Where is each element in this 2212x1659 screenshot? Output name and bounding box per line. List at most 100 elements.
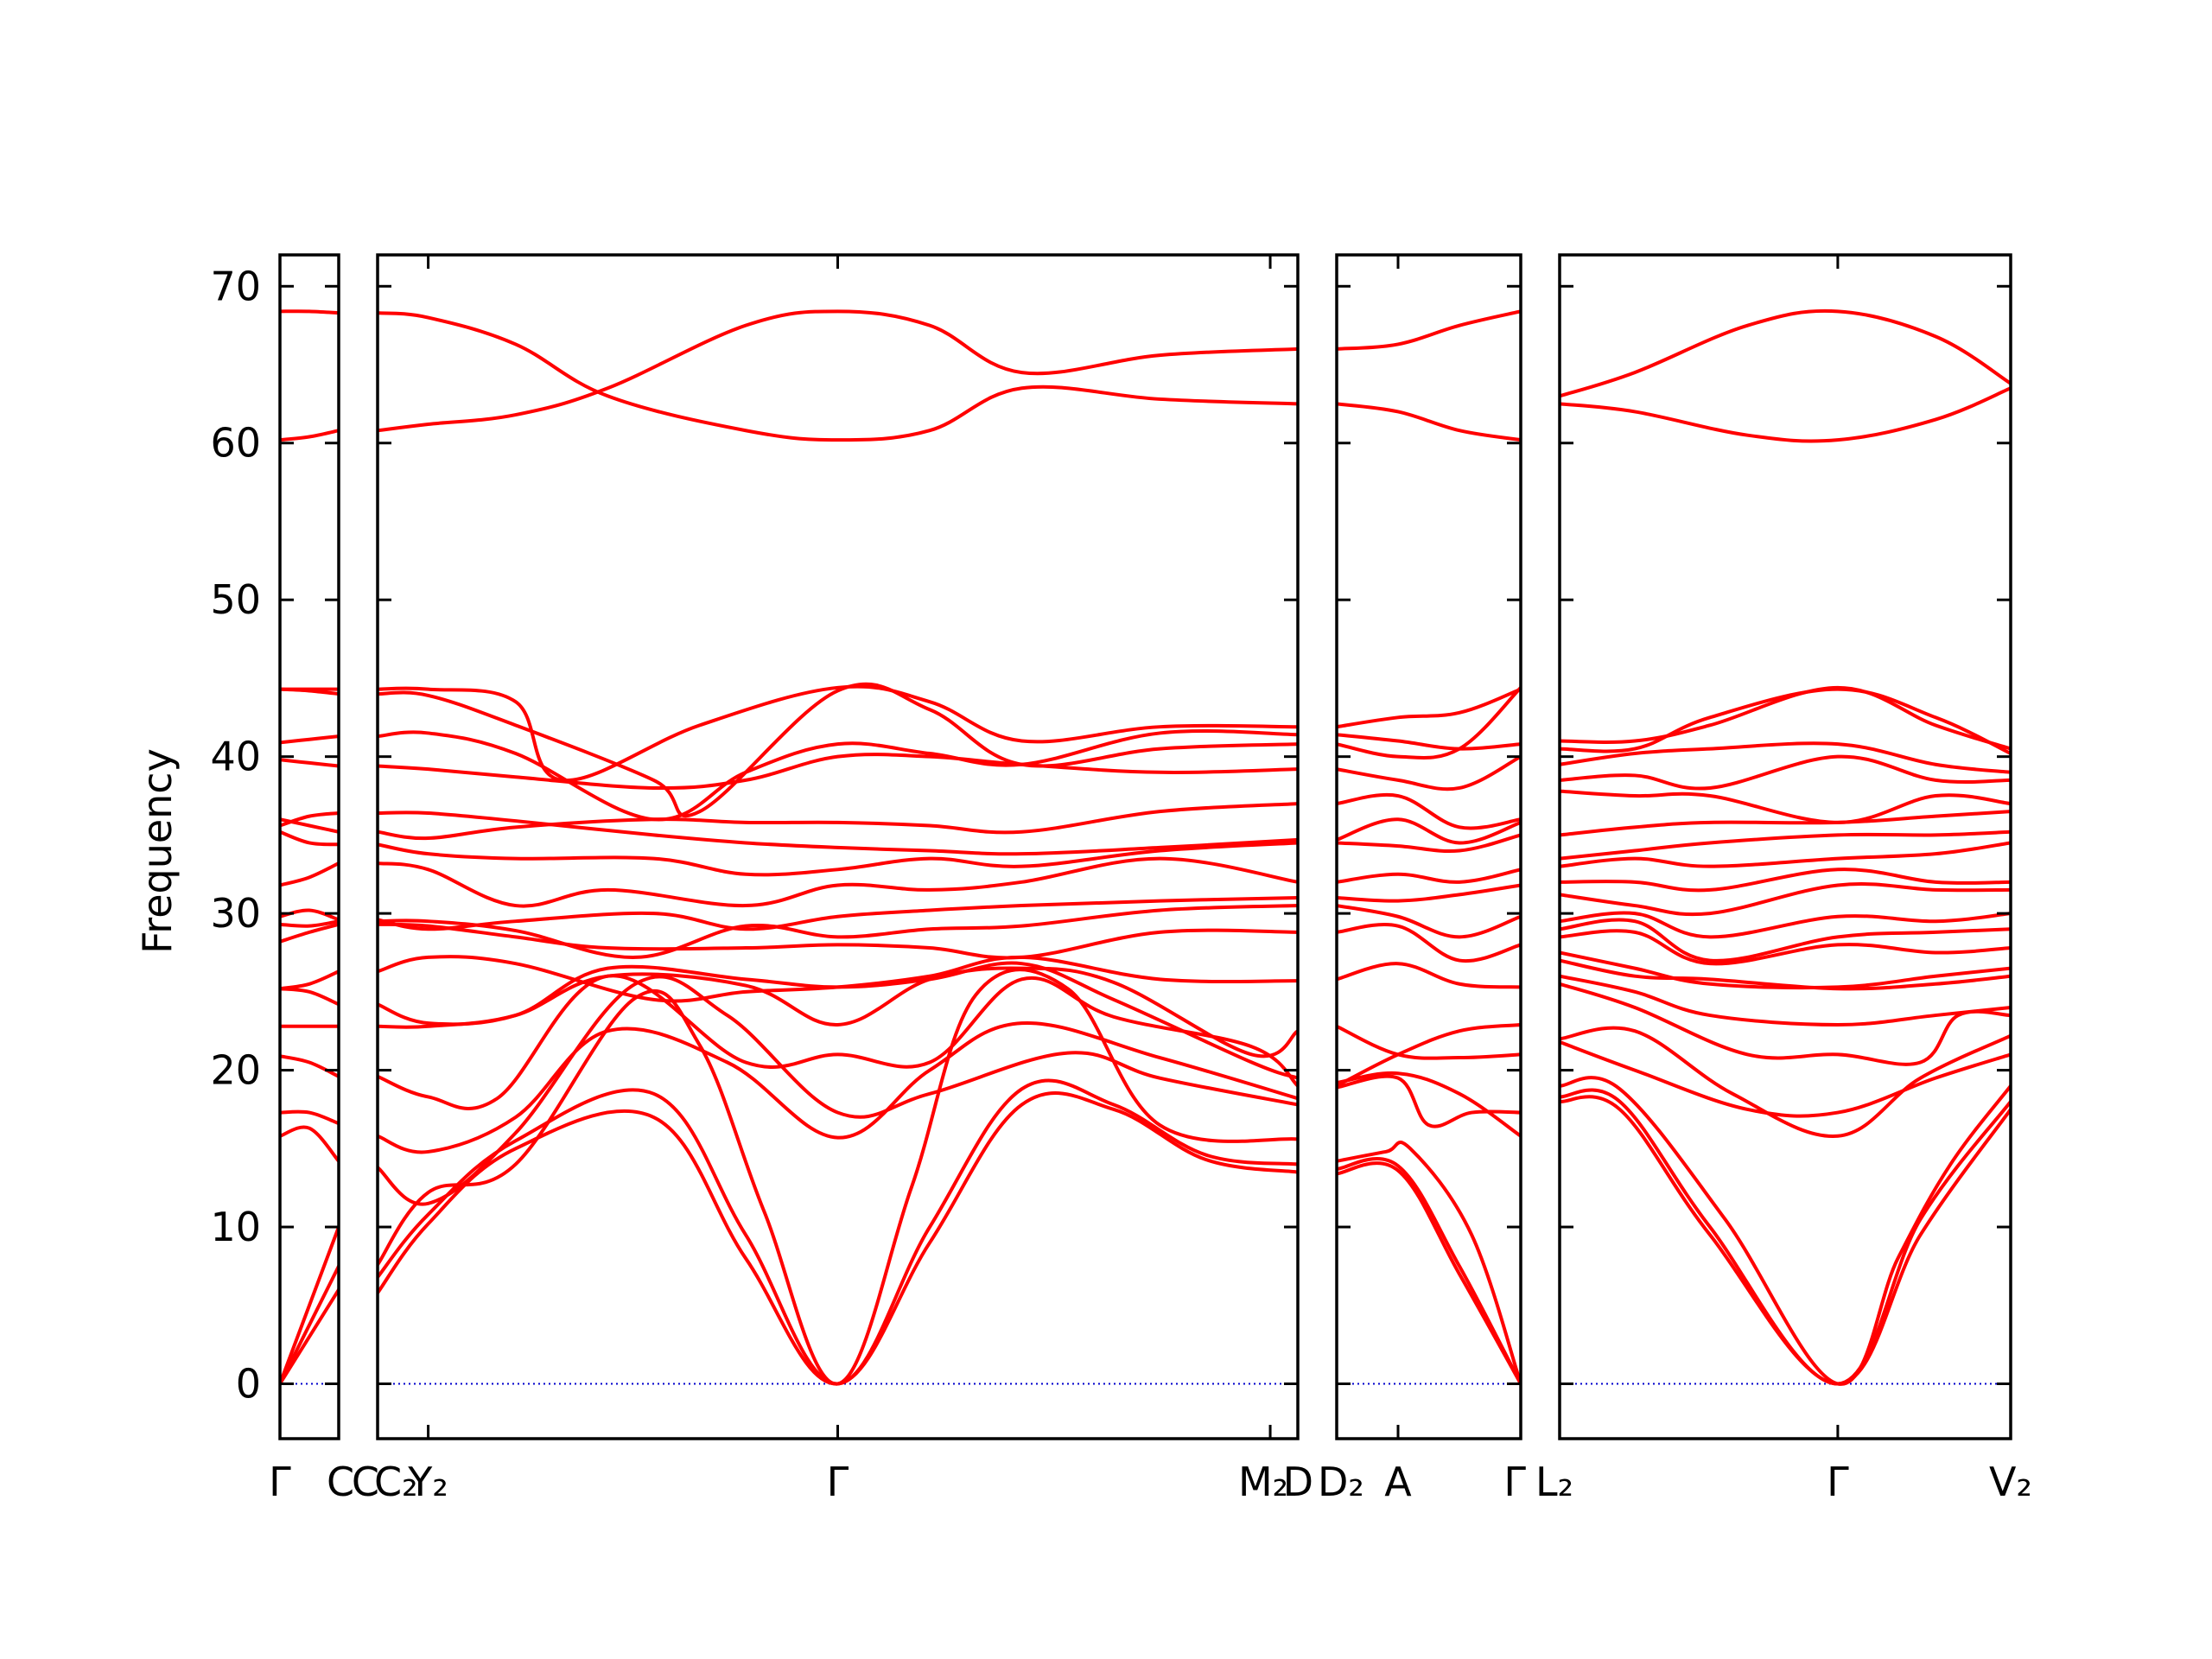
x-tick-label: A — [1384, 1459, 1412, 1505]
x-tick-label: D₂ — [1318, 1459, 1364, 1505]
band-l2-v2-7 — [1560, 958, 2011, 991]
band-d2-gamma-15 — [1337, 754, 1521, 791]
band-c2-m2-18 — [378, 684, 1298, 783]
band-c2-m2-2 — [378, 968, 1298, 1386]
bands — [1560, 308, 2011, 1386]
x-tick-label: C — [327, 1459, 354, 1505]
band-gamma-c-9 — [280, 922, 339, 944]
x-tick-label: Γ — [1503, 1459, 1526, 1505]
y-tick-label: 0 — [236, 1360, 261, 1407]
band-gamma-c-19 — [280, 687, 339, 696]
band-c2-m2-13 — [378, 841, 1298, 877]
band-d2-gamma-8 — [1337, 923, 1521, 963]
y-tick-label: 60 — [210, 420, 261, 467]
band-gamma-c-13 — [280, 830, 339, 847]
band-c2-m2-20 — [378, 309, 1298, 433]
band-d2-gamma-20 — [1337, 309, 1521, 351]
band-d2-gamma-16 — [1337, 733, 1521, 751]
band-d2-gamma-7 — [1337, 962, 1521, 989]
band-gamma-c-3 — [280, 1125, 339, 1163]
band-l2-v2-14 — [1560, 841, 2011, 868]
band-gamma-c-14 — [280, 810, 339, 828]
x-tick-label: Γ — [269, 1459, 291, 1505]
y-tick-label: 30 — [210, 890, 261, 937]
y-tick-label: 10 — [210, 1204, 261, 1250]
band-c2-m2-7 — [378, 955, 1298, 1003]
band-d2-gamma-4 — [1337, 1071, 1521, 1138]
band-l2-v2-11 — [1560, 911, 2011, 939]
band-d2-gamma-18 — [1337, 685, 1521, 760]
band-d2-gamma-9 — [1337, 904, 1521, 939]
panel-l2-v2: L₂ Γ V₂ — [1535, 253, 2032, 1505]
band-c2-m2-11 — [378, 895, 1298, 931]
band-d2-gamma-1 — [1337, 1156, 1521, 1386]
band-d2-gamma-14 — [1337, 792, 1521, 830]
band-c2-m2-6 — [378, 966, 1298, 1058]
band-c2-m2-12 — [378, 856, 1298, 908]
band-l2-v2-10 — [1560, 918, 2011, 963]
x-tick-label: L₂ — [1535, 1459, 1573, 1505]
band-d2-gamma-6 — [1337, 1024, 1521, 1060]
x-tick-label: C₂ — [374, 1459, 418, 1505]
x-tick-label: V₂ — [1989, 1459, 2032, 1505]
y-tick-label: 70 — [210, 263, 261, 309]
panel-d2-gamma: D₂ A Γ — [1318, 253, 1526, 1505]
band-l2-v2-9 — [1560, 929, 2011, 966]
band-c2-m2-19 — [378, 682, 1298, 818]
band-l2-v2-8 — [1560, 950, 2011, 990]
band-l2-v2-20 — [1560, 687, 2011, 756]
x-tick-label: Y₂ — [407, 1459, 448, 1505]
x-tick-label: Γ — [827, 1459, 849, 1505]
band-gamma-c-4 — [280, 1109, 339, 1126]
band-l2-v2-5 — [1560, 982, 2011, 1066]
band-l2-v2-16 — [1560, 810, 2011, 837]
band-c2-m2-5 — [378, 974, 1298, 1110]
band-l2-v2-13 — [1560, 868, 2011, 893]
band-gamma-c-11 — [280, 908, 339, 922]
band-d2-gamma-10 — [1337, 883, 1521, 903]
band-l2-v2-3 — [1560, 1039, 2011, 1118]
band-d2-gamma-2 — [1337, 1141, 1521, 1386]
band-d2-gamma-12 — [1337, 833, 1521, 854]
band-c2-m2-10 — [378, 904, 1298, 959]
band-gamma-c-10 — [280, 919, 339, 928]
band-c2-m2-15 — [378, 802, 1298, 841]
band-d2-gamma-17 — [1337, 687, 1521, 729]
band-l2-v2-2 — [1560, 1076, 2011, 1386]
band-l2-v2-19 — [1560, 741, 2011, 774]
band-l2-v2-12 — [1560, 882, 2011, 917]
band-gamma-c-8 — [280, 987, 339, 1007]
band-d2-gamma-5 — [1337, 1022, 1521, 1088]
x-tick-label: C — [352, 1459, 379, 1505]
band-gamma-c-16 — [280, 758, 339, 768]
band-l2-v2-17 — [1560, 789, 2011, 824]
band-c2-m2-14 — [378, 810, 1298, 856]
band-gamma-c-12 — [280, 861, 339, 887]
band-l2-v2-6 — [1560, 974, 2011, 1027]
band-d2-gamma-19 — [1337, 402, 1521, 442]
band-c2-m2-16 — [378, 753, 1298, 791]
band-gamma-c-17 — [280, 734, 339, 745]
y-tick-label: 40 — [210, 734, 261, 780]
band-l2-v2-23 — [1560, 308, 2011, 398]
panel-frame — [1335, 253, 1522, 1440]
panel-frame — [1558, 253, 2012, 1440]
band-gamma-c-7 — [280, 969, 339, 991]
band-l2-v2-4 — [1560, 1026, 2011, 1138]
band-d2-gamma-11 — [1337, 868, 1521, 884]
band-gamma-c-21 — [280, 309, 339, 315]
band-c2-m2-8 — [378, 961, 1298, 1080]
band-l2-v2-1 — [1560, 1088, 2011, 1386]
band-l2-v2-18 — [1560, 754, 2011, 791]
band-d2-gamma-3 — [1337, 1074, 1521, 1128]
x-tick-label: Γ — [1827, 1459, 1849, 1505]
y-tick-label: 20 — [210, 1047, 261, 1094]
band-c2-m2-4 — [378, 1021, 1298, 1154]
bands — [1337, 309, 1521, 1386]
y-axis: 0 10 20 30 40 50 60 70 — [210, 263, 261, 1407]
band-d2-gamma-0 — [1337, 1161, 1521, 1386]
bands — [378, 309, 1298, 1386]
x-tick-label: M₂ — [1238, 1459, 1288, 1505]
